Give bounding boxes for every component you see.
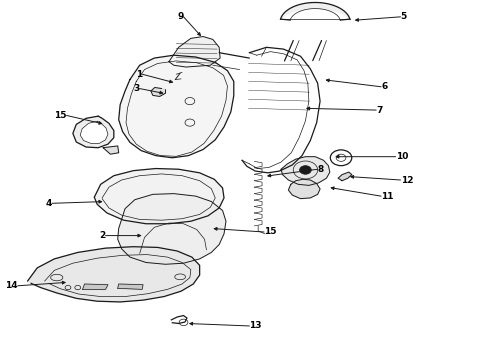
Polygon shape [288, 179, 320, 199]
Text: 6: 6 [380, 82, 386, 91]
Text: 10: 10 [395, 152, 407, 161]
Text: 13: 13 [249, 321, 262, 330]
Text: 9: 9 [177, 12, 183, 21]
Text: 1: 1 [136, 70, 142, 79]
Polygon shape [94, 168, 224, 224]
Polygon shape [27, 247, 199, 302]
Text: 15: 15 [54, 111, 66, 120]
Polygon shape [119, 55, 233, 158]
Text: 3: 3 [133, 84, 140, 93]
Polygon shape [73, 116, 114, 148]
Polygon shape [80, 121, 108, 143]
Polygon shape [168, 37, 220, 67]
Text: 14: 14 [5, 281, 18, 290]
Polygon shape [281, 157, 329, 185]
Polygon shape [118, 284, 143, 289]
Polygon shape [103, 146, 119, 154]
Text: 4: 4 [45, 199, 52, 208]
Text: 11: 11 [380, 192, 393, 201]
Text: 7: 7 [375, 105, 382, 114]
Polygon shape [118, 194, 225, 264]
Polygon shape [82, 284, 108, 289]
Circle shape [299, 166, 311, 174]
Text: 8: 8 [317, 165, 323, 174]
Polygon shape [151, 87, 165, 96]
Polygon shape [337, 172, 351, 181]
Text: 2: 2 [99, 231, 105, 240]
Polygon shape [280, 3, 349, 20]
Text: 12: 12 [400, 176, 412, 185]
Text: 5: 5 [400, 12, 406, 21]
Text: 15: 15 [264, 228, 276, 237]
